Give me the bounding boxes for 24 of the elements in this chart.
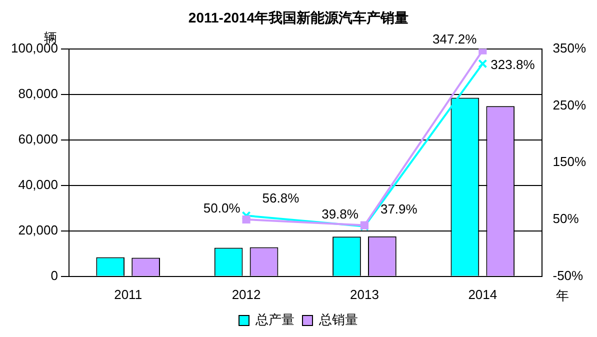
- y-tick-label: 60,000: [18, 131, 58, 146]
- data-label: 50.0%: [203, 200, 241, 216]
- legend-label: 总销量: [318, 312, 358, 328]
- y-tick-label: 0: [50, 268, 58, 283]
- y2-tick-label: -50%: [552, 268, 584, 283]
- y-tick-label: 20,000: [18, 222, 58, 238]
- data-label: 39.8%: [322, 206, 359, 222]
- y2-tick-label: 250%: [552, 97, 586, 112]
- x-tick-label: 2012: [232, 286, 261, 302]
- x-tick-label: 2013: [350, 286, 379, 302]
- data-label: 347.2%: [432, 31, 478, 46]
- x-axis-title: 年: [556, 288, 569, 303]
- x-tick-label: 2014: [468, 286, 498, 302]
- data-label: 323.8%: [490, 56, 536, 72]
- data-label: 56.8%: [262, 190, 300, 206]
- x-tick-label: 2011: [114, 286, 142, 302]
- legend-label: 总产量: [254, 312, 294, 328]
- y2-tick-label: 150%: [552, 154, 586, 170]
- chart-title: 2011-2014年我国新能源汽车产销量: [188, 9, 409, 26]
- y-tick-label: 80,000: [18, 86, 58, 101]
- y2-tick-label: 50%: [552, 211, 580, 226]
- data-label: 37.9%: [380, 201, 418, 216]
- y2-tick-label: 350%: [552, 40, 586, 56]
- y-tick-label: 40,000: [18, 176, 58, 192]
